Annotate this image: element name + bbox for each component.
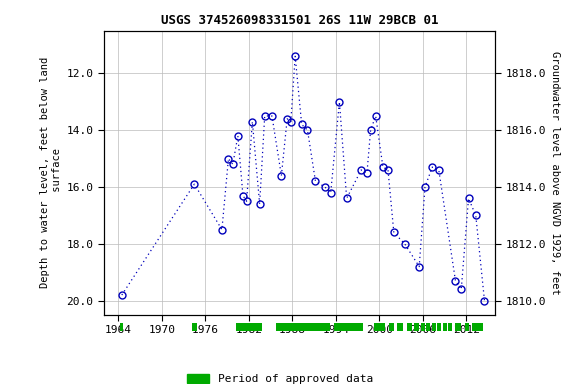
- Bar: [374, 323, 385, 331]
- Bar: [456, 323, 461, 331]
- Bar: [448, 323, 452, 331]
- Bar: [407, 323, 412, 331]
- Bar: [389, 323, 394, 331]
- Bar: [120, 323, 123, 331]
- Bar: [276, 323, 330, 331]
- Bar: [426, 323, 430, 331]
- Bar: [443, 323, 447, 331]
- Bar: [472, 323, 483, 331]
- Bar: [334, 323, 363, 331]
- Title: USGS 374526098331501 26S 11W 29BCB 01: USGS 374526098331501 26S 11W 29BCB 01: [161, 14, 438, 27]
- Bar: [414, 323, 419, 331]
- Bar: [397, 323, 403, 331]
- Bar: [432, 323, 436, 331]
- Bar: [437, 323, 441, 331]
- Bar: [422, 323, 425, 331]
- Bar: [236, 323, 262, 331]
- Y-axis label: Depth to water level, feet below land
 surface: Depth to water level, feet below land su…: [40, 57, 62, 288]
- Bar: [192, 323, 196, 331]
- Y-axis label: Groundwater level above NGVD 1929, feet: Groundwater level above NGVD 1929, feet: [551, 51, 560, 295]
- Bar: [465, 323, 468, 331]
- Legend: Period of approved data: Period of approved data: [183, 370, 377, 384]
